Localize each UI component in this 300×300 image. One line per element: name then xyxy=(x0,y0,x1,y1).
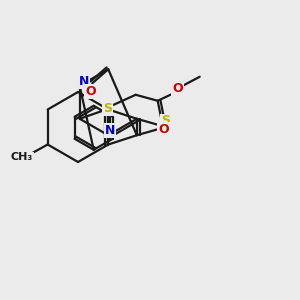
Text: O: O xyxy=(172,82,183,95)
Text: N: N xyxy=(79,75,89,88)
Text: S: S xyxy=(161,115,170,128)
Text: CH₃: CH₃ xyxy=(11,152,33,163)
Text: O: O xyxy=(158,123,169,136)
Text: N: N xyxy=(105,124,116,137)
Text: O: O xyxy=(85,85,96,98)
Text: S: S xyxy=(103,102,112,115)
